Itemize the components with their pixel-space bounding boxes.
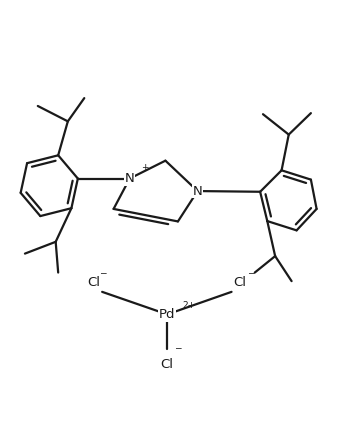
Text: −: − [247, 269, 254, 278]
Text: Pd: Pd [159, 308, 175, 321]
Text: +: + [141, 163, 148, 172]
Text: N: N [125, 172, 135, 185]
Text: Cl: Cl [87, 276, 100, 289]
Text: Cl: Cl [233, 276, 246, 289]
Text: 2+: 2+ [183, 301, 196, 310]
Text: Cl: Cl [161, 358, 174, 371]
Text: N: N [193, 184, 203, 198]
Text: −: − [99, 269, 107, 278]
Text: −: − [174, 343, 182, 352]
